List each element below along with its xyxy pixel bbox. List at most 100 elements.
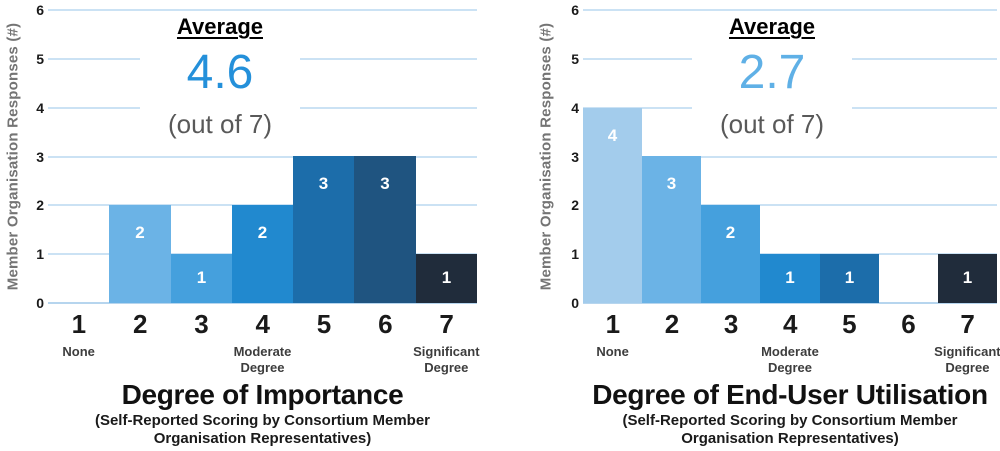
- average-value: 4.6: [186, 46, 254, 99]
- x-tick-label: 5: [316, 309, 331, 339]
- y-tick-label-0: 0: [571, 295, 579, 311]
- bar-score-3: 2: [701, 205, 760, 303]
- gridline-y3: [48, 155, 477, 158]
- y-tick-label-4: 4: [36, 99, 44, 116]
- x-axis-labels: 1 None 2 3 4 Moderate Degree 5 6 7 Significant De…: [583, 309, 1000, 375]
- chart-subtitle: (Self-Reported Scoring by Consortium Mem…: [583, 412, 997, 448]
- x-tick-label: 3: [723, 309, 738, 339]
- bar-value-label: 3: [318, 174, 329, 193]
- chart-subtitle-line1: (Self-Reported Scoring by Consortium Mem…: [94, 412, 431, 429]
- x-axis-category-4: 4 Moderate Degree: [760, 309, 819, 375]
- average-value: 2.7: [738, 46, 806, 99]
- bar-score-7: 1: [416, 254, 477, 303]
- y-tick-label-4: 4: [571, 99, 579, 116]
- x-axis-category-5: 5: [293, 309, 354, 339]
- gridline-y6: [48, 9, 477, 11]
- x-axis-category-6: 6: [354, 309, 415, 339]
- y-tick-label-1: 1: [36, 246, 44, 263]
- x-tick-label: 5: [842, 309, 857, 339]
- x-axis-category-3: 3: [701, 309, 760, 339]
- x-tick-label: 2: [664, 309, 679, 339]
- gridline-y6: [583, 9, 997, 11]
- x-axis-category-1: 1 None: [583, 309, 642, 359]
- bar-value-label: 3: [380, 174, 390, 193]
- y-tick-label-5: 5: [571, 50, 579, 67]
- chart-subtitle-line2: Organisation Representatives): [681, 430, 899, 447]
- bar-score-5: 3: [293, 156, 354, 303]
- chart-subtitle-line2: Organisation Representatives): [153, 430, 372, 447]
- x-axis-baseline: [583, 302, 997, 304]
- bar-score-4: 1: [760, 254, 820, 303]
- x-tick-label: 4: [255, 309, 270, 339]
- bar-value-label: 1: [962, 268, 973, 287]
- y-tick-label-6: 6: [36, 2, 44, 18]
- chart-subtitle: (Self-Reported Scoring by Consortium Mem…: [48, 412, 477, 448]
- x-tick-label: 6: [378, 309, 393, 339]
- bar-value-label: 1: [844, 268, 855, 287]
- x-axis-category-2: 2: [109, 309, 170, 339]
- x-axis-sublabel: Moderate Degree: [233, 344, 292, 376]
- y-axis-ticks: 6 5 4 3 2 1 0: [549, 0, 579, 451]
- average-annotation: Average 4.6 (out of 7): [140, 14, 300, 138]
- bar-value-label: 2: [135, 223, 145, 242]
- x-axis-category-6: 6: [879, 309, 938, 339]
- x-tick-label: 1: [71, 309, 86, 339]
- y-tick-label-1: 1: [571, 246, 579, 263]
- x-axis-category-7: 7 Significant Degree: [413, 309, 479, 375]
- bar-score-5: 1: [820, 254, 879, 303]
- bar-score-2: 3: [642, 156, 701, 303]
- x-axis-sublabel: Significant Degree: [934, 344, 1000, 376]
- average-annotation: Average 2.7 (out of 7): [692, 14, 852, 138]
- bar-value-label: 3: [666, 174, 677, 193]
- bar-score-2: 2: [109, 205, 171, 303]
- gridline-y3: [583, 155, 997, 158]
- x-axis-category-4: 4 Moderate Degree: [232, 309, 293, 375]
- bars-layer: 4 3 2 1 1 1: [583, 10, 997, 303]
- bar-value-label: 4: [607, 126, 618, 145]
- y-tick-label-2: 2: [571, 197, 579, 214]
- x-tick-label: 7: [960, 309, 975, 339]
- gridline-y2: [583, 204, 997, 207]
- x-axis-baseline: [48, 302, 477, 304]
- x-tick-label: 3: [194, 309, 209, 339]
- bar-score-4: 2: [232, 205, 293, 303]
- x-tick-label: 7: [439, 309, 454, 339]
- bar-score-1: 4: [583, 108, 642, 303]
- bar-score-3: 1: [171, 254, 232, 303]
- average-heading: Average: [728, 14, 815, 39]
- y-tick-label-3: 3: [571, 148, 579, 165]
- chart-subtitle-line1: (Self-Reported Scoring by Consortium Mem…: [622, 412, 958, 429]
- x-axis-category-1: 1 None: [48, 309, 109, 359]
- bar-value-label: 2: [257, 223, 268, 242]
- x-axis-labels: 1 None 2 3 4 Moderate Degree 5 6 7 Significant De…: [48, 309, 479, 375]
- bar-value-label: 1: [785, 268, 795, 287]
- y-tick-label-2: 2: [36, 197, 44, 214]
- x-axis-sublabel: Significant Degree: [413, 344, 480, 376]
- x-axis-category-3: 3: [171, 309, 232, 339]
- x-tick-label: 6: [901, 309, 916, 339]
- chart-title: Degree of End-User Utilisation: [592, 379, 988, 410]
- plot-area: 2 1 2 3 3 1: [48, 9, 477, 304]
- average-heading: Average: [176, 14, 263, 39]
- x-axis-category-7: 7 Significant Degree: [934, 309, 1000, 375]
- y-tick-label-6: 6: [571, 2, 579, 18]
- x-tick-label: 4: [783, 309, 797, 339]
- chart-title: Degree of Importance: [121, 379, 404, 410]
- x-tick-label: 2: [132, 309, 147, 339]
- x-axis-sublabel: None: [62, 344, 95, 359]
- y-axis-ticks: 6 5 4 3 2 1 0: [14, 0, 44, 451]
- y-tick-label-5: 5: [36, 50, 44, 67]
- x-axis-sublabel: Moderate Degree: [761, 344, 819, 376]
- bar-score-6: 3: [354, 156, 416, 303]
- bar-value-label: 1: [441, 268, 452, 287]
- y-tick-label-3: 3: [36, 148, 44, 165]
- bar-value-label: 1: [196, 268, 207, 287]
- bar-value-label: 2: [725, 223, 736, 242]
- x-axis-sublabel: None: [596, 344, 629, 359]
- average-suffix: (out of 7): [167, 109, 273, 139]
- x-axis-category-2: 2: [642, 309, 701, 339]
- x-tick-label: 1: [605, 309, 620, 339]
